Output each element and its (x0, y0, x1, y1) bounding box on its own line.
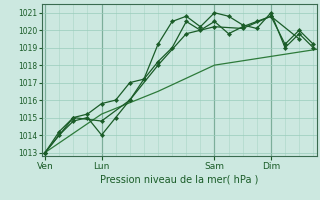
X-axis label: Pression niveau de la mer( hPa ): Pression niveau de la mer( hPa ) (100, 175, 258, 185)
